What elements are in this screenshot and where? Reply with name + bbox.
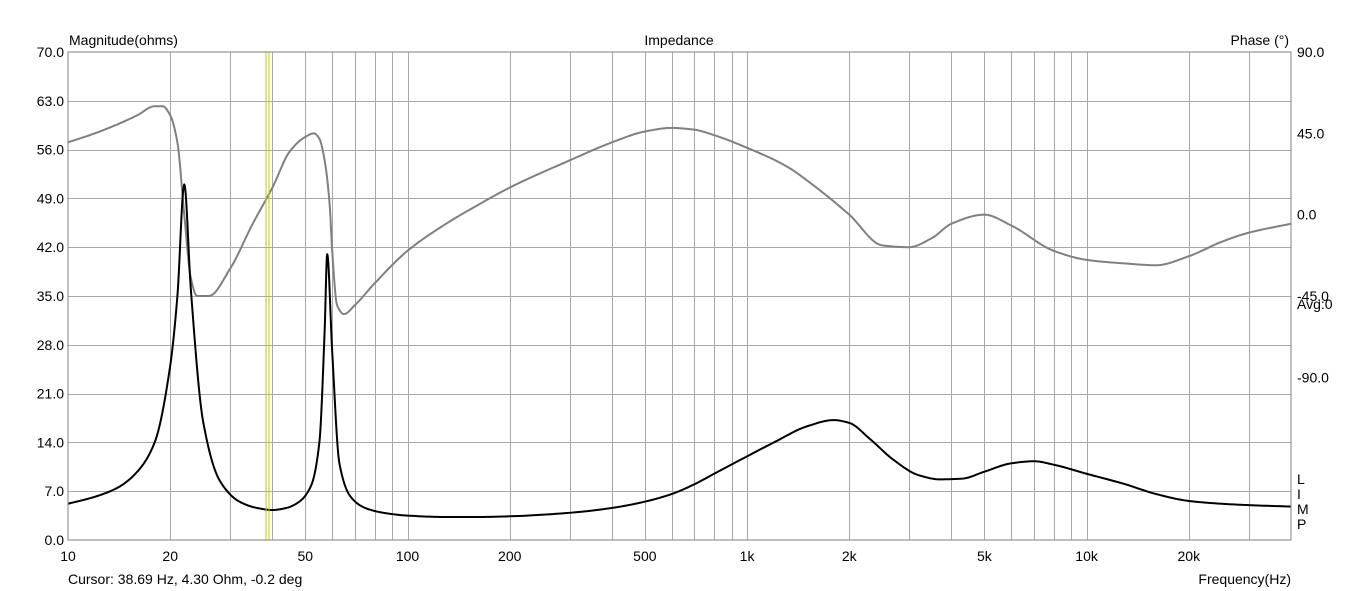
cursor-readout: Cursor: 38.69 Hz, 4.30 Ohm, -0.2 deg bbox=[68, 571, 302, 587]
y-tick-label: 14.0 bbox=[37, 434, 64, 450]
cursor-layer[interactable] bbox=[265, 52, 270, 540]
x-axis-ticks: 10 20 50 100 200 500 1k 2k 5k 10k 20k bbox=[60, 548, 1201, 564]
y-tick-label: 63.0 bbox=[37, 93, 64, 109]
y-tick-label: 21.0 bbox=[37, 386, 64, 402]
y-tick-label: 42.0 bbox=[37, 239, 64, 255]
y2-axis-label: Phase (°) bbox=[1230, 32, 1289, 48]
y-tick-label: 7.0 bbox=[45, 483, 65, 499]
x-tick-label: 500 bbox=[633, 548, 657, 564]
y-tick-label: 28.0 bbox=[37, 337, 64, 353]
y2-axis-ticks: 90.0 45.0 0.0 -45.0 -90.0 bbox=[1297, 44, 1329, 385]
y-tick-label: 0.0 bbox=[45, 532, 65, 548]
y2-tick-label: 45.0 bbox=[1297, 125, 1324, 141]
y2-tick-label: -90.0 bbox=[1297, 369, 1329, 385]
y-axis-label: Magnitude(ohms) bbox=[69, 32, 178, 48]
avg-label: Avg:0 bbox=[1297, 296, 1333, 312]
y-tick-label: 70.0 bbox=[37, 44, 64, 60]
legend-letters: L I M P bbox=[1297, 471, 1309, 532]
x-tick-label: 50 bbox=[298, 548, 314, 564]
series-layer bbox=[67, 105, 1292, 518]
x-tick-label: 1k bbox=[740, 548, 756, 564]
y-tick-label: 49.0 bbox=[37, 190, 64, 206]
y2-tick-label: 0.0 bbox=[1297, 207, 1317, 223]
series-line-magnitude bbox=[67, 183, 1292, 518]
legend-letter-p[interactable]: P bbox=[1297, 516, 1306, 532]
x-tick-label: 20 bbox=[162, 548, 178, 564]
grid bbox=[68, 52, 1291, 540]
x-tick-label: 10k bbox=[1075, 548, 1099, 564]
x-tick-label: 100 bbox=[396, 548, 420, 564]
x-tick-label: 20k bbox=[1178, 548, 1202, 564]
legend-letter-l[interactable]: L bbox=[1297, 471, 1305, 487]
series-line-phase bbox=[67, 105, 1292, 316]
x-tick-label: 2k bbox=[842, 548, 858, 564]
legend-letter-i[interactable]: I bbox=[1297, 486, 1301, 502]
x-tick-label: 5k bbox=[977, 548, 993, 564]
y-axis-ticks: 0.0 7.0 14.0 21.0 28.0 35.0 42.0 49.0 56.0 63.0 70… bbox=[37, 44, 64, 548]
x-tick-label: 10 bbox=[60, 548, 76, 564]
y2-tick-label: -45.0 bbox=[1297, 288, 1329, 304]
legend-letter-m[interactable]: M bbox=[1297, 501, 1309, 517]
x-axis-label: Frequency(Hz) bbox=[1198, 571, 1291, 587]
chart-title: Impedance bbox=[644, 32, 713, 48]
y-tick-label: 56.0 bbox=[37, 142, 64, 158]
y-tick-label: 35.0 bbox=[37, 288, 64, 304]
x-tick-label: 200 bbox=[498, 548, 522, 564]
plot-frame bbox=[67, 51, 1292, 541]
y2-tick-label: 90.0 bbox=[1297, 44, 1324, 60]
